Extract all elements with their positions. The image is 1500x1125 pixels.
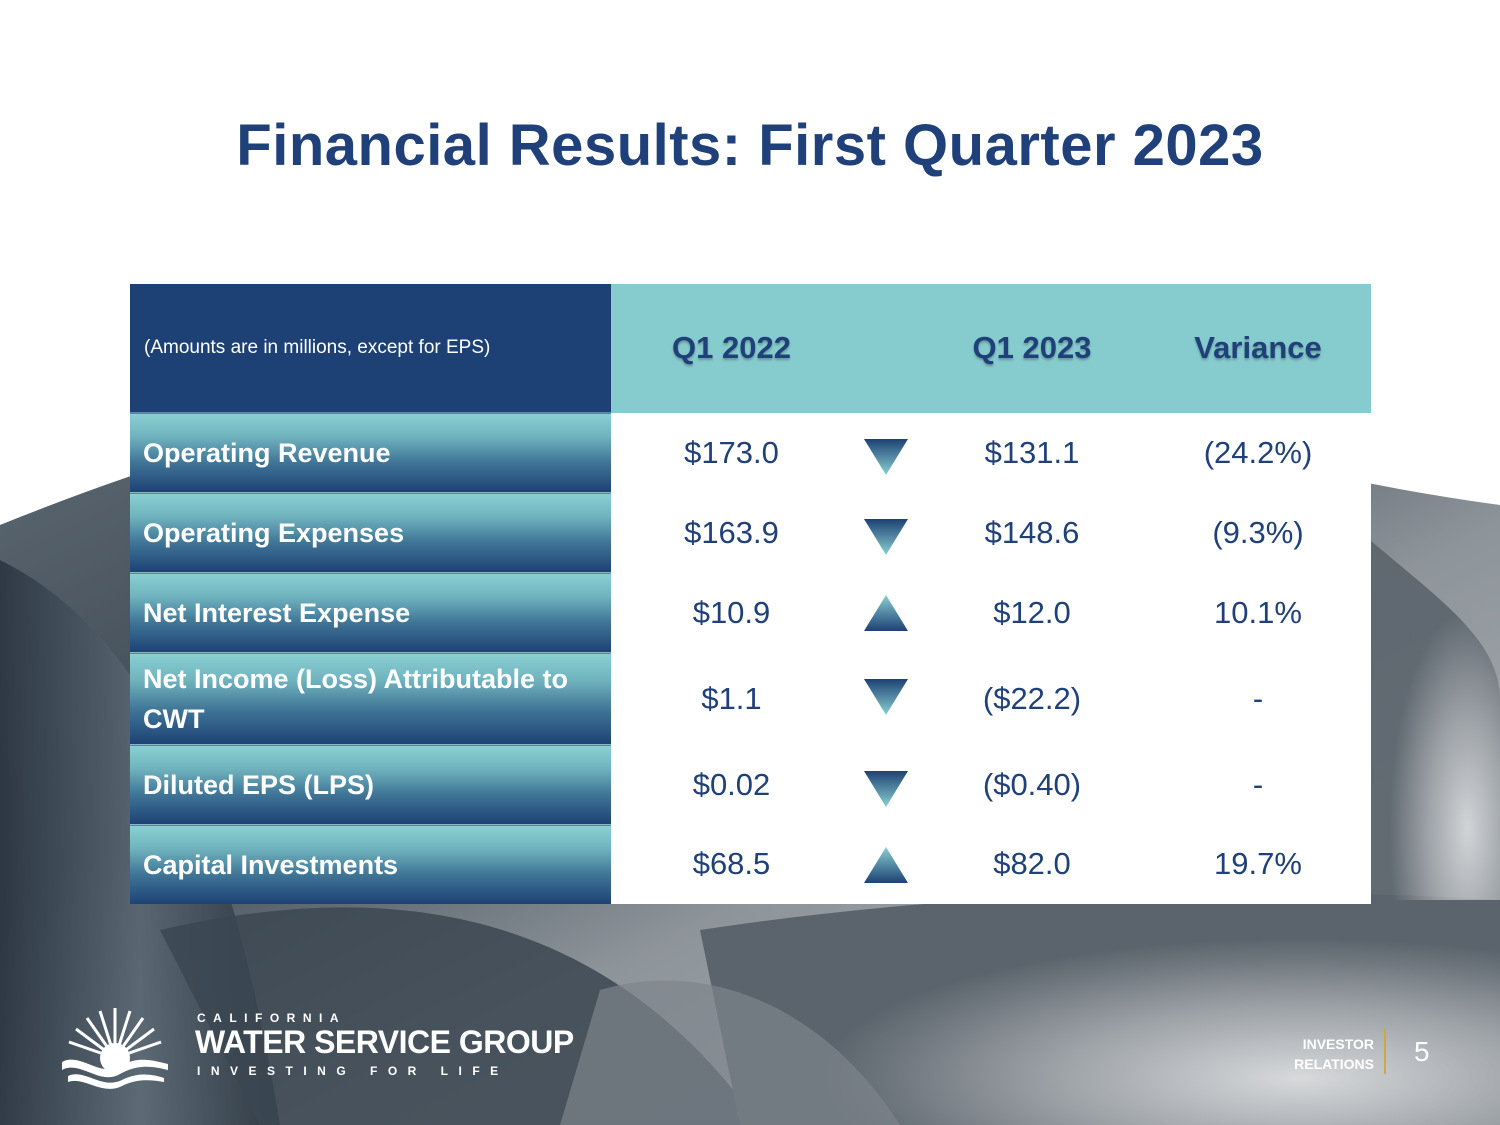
up-triangle-icon bbox=[863, 594, 908, 631]
q1-2023-value: $82.0 bbox=[919, 824, 1145, 904]
variance-value: 10.1% bbox=[1145, 572, 1371, 653]
table-row: Operating Expenses $163.9 $148.6 (9.3%) bbox=[130, 492, 1371, 573]
slide-title: Financial Results: First Quarter 2023 bbox=[236, 113, 1264, 178]
table-header-row: (Amounts are in millions, except for EPS… bbox=[130, 284, 1371, 413]
table-row: Capital Investments $68.5 $82.0 19.7% bbox=[130, 824, 1371, 904]
q1-2022-value: $10.9 bbox=[611, 572, 852, 653]
q1-2022-value: $1.1 bbox=[611, 652, 852, 745]
down-triangle-icon bbox=[863, 770, 908, 807]
investor-line-1: INVESTOR bbox=[1302, 1036, 1374, 1052]
column-header-q1-2023: Q1 2023 bbox=[919, 284, 1145, 413]
q1-2023-value: $12.0 bbox=[919, 572, 1145, 653]
trend-cell bbox=[852, 824, 919, 904]
table-row: Net Interest Expense $10.9 $12.0 10.1% bbox=[130, 572, 1371, 653]
trend-cell bbox=[852, 652, 919, 745]
variance-value: - bbox=[1145, 744, 1371, 825]
q1-2023-value: $131.1 bbox=[919, 412, 1145, 493]
down-triangle-icon bbox=[863, 438, 908, 475]
trend-cell bbox=[852, 492, 919, 573]
q1-2023-value: $148.6 bbox=[919, 492, 1145, 573]
brand-tagline: INVESTING FOR LIFE bbox=[197, 1064, 509, 1078]
row-label: Operating Expenses bbox=[130, 492, 611, 573]
investor-line-2: RELATIONS bbox=[1294, 1056, 1374, 1072]
column-header-trend bbox=[852, 284, 919, 413]
q1-2022-value: $0.02 bbox=[611, 744, 852, 825]
table-row: Diluted EPS (LPS) $0.02 ($0.40) - bbox=[130, 744, 1371, 825]
variance-value: - bbox=[1145, 652, 1371, 745]
q1-2022-value: $173.0 bbox=[611, 412, 852, 493]
financial-results-table: (Amounts are in millions, except for EPS… bbox=[130, 284, 1371, 904]
q1-2022-value: $68.5 bbox=[611, 824, 852, 904]
brand-name: WATER SERVICE GROUP bbox=[195, 1024, 574, 1060]
row-label: Diluted EPS (LPS) bbox=[130, 744, 611, 825]
q1-2023-value: ($0.40) bbox=[919, 744, 1145, 825]
down-triangle-icon bbox=[863, 518, 908, 555]
row-label: Capital Investments bbox=[130, 824, 611, 904]
trend-cell bbox=[852, 412, 919, 493]
column-header-variance: Variance bbox=[1145, 284, 1371, 413]
column-header-q1-2022: Q1 2022 bbox=[611, 284, 852, 413]
variance-value: (24.2%) bbox=[1145, 412, 1371, 493]
table-row: Net Income (Loss) Attributable to CWT $1… bbox=[130, 652, 1371, 745]
row-label: Net Interest Expense bbox=[130, 572, 611, 653]
brand-state-label: CALIFORNIA bbox=[197, 1011, 346, 1025]
up-triangle-icon bbox=[863, 846, 908, 883]
q1-2023-value: ($22.2) bbox=[919, 652, 1145, 745]
sunburst-wave-logo bbox=[62, 1008, 168, 1089]
investor-relations-label: INVESTOR RELATIONS bbox=[1270, 1034, 1374, 1074]
amounts-note: (Amounts are in millions, except for EPS… bbox=[130, 284, 611, 413]
footer-divider bbox=[1384, 1028, 1386, 1074]
trend-cell bbox=[852, 744, 919, 825]
down-triangle-icon bbox=[863, 678, 908, 715]
variance-value: (9.3%) bbox=[1145, 492, 1371, 573]
q1-2022-value: $163.9 bbox=[611, 492, 852, 573]
variance-value: 19.7% bbox=[1145, 824, 1371, 904]
table-row: Operating Revenue $173.0 $131.1 (24.2%) bbox=[130, 412, 1371, 493]
row-label: Net Income (Loss) Attributable to CWT bbox=[130, 652, 611, 745]
row-label: Operating Revenue bbox=[130, 412, 611, 493]
page-number: 5 bbox=[1414, 1036, 1430, 1067]
trend-cell bbox=[852, 572, 919, 653]
